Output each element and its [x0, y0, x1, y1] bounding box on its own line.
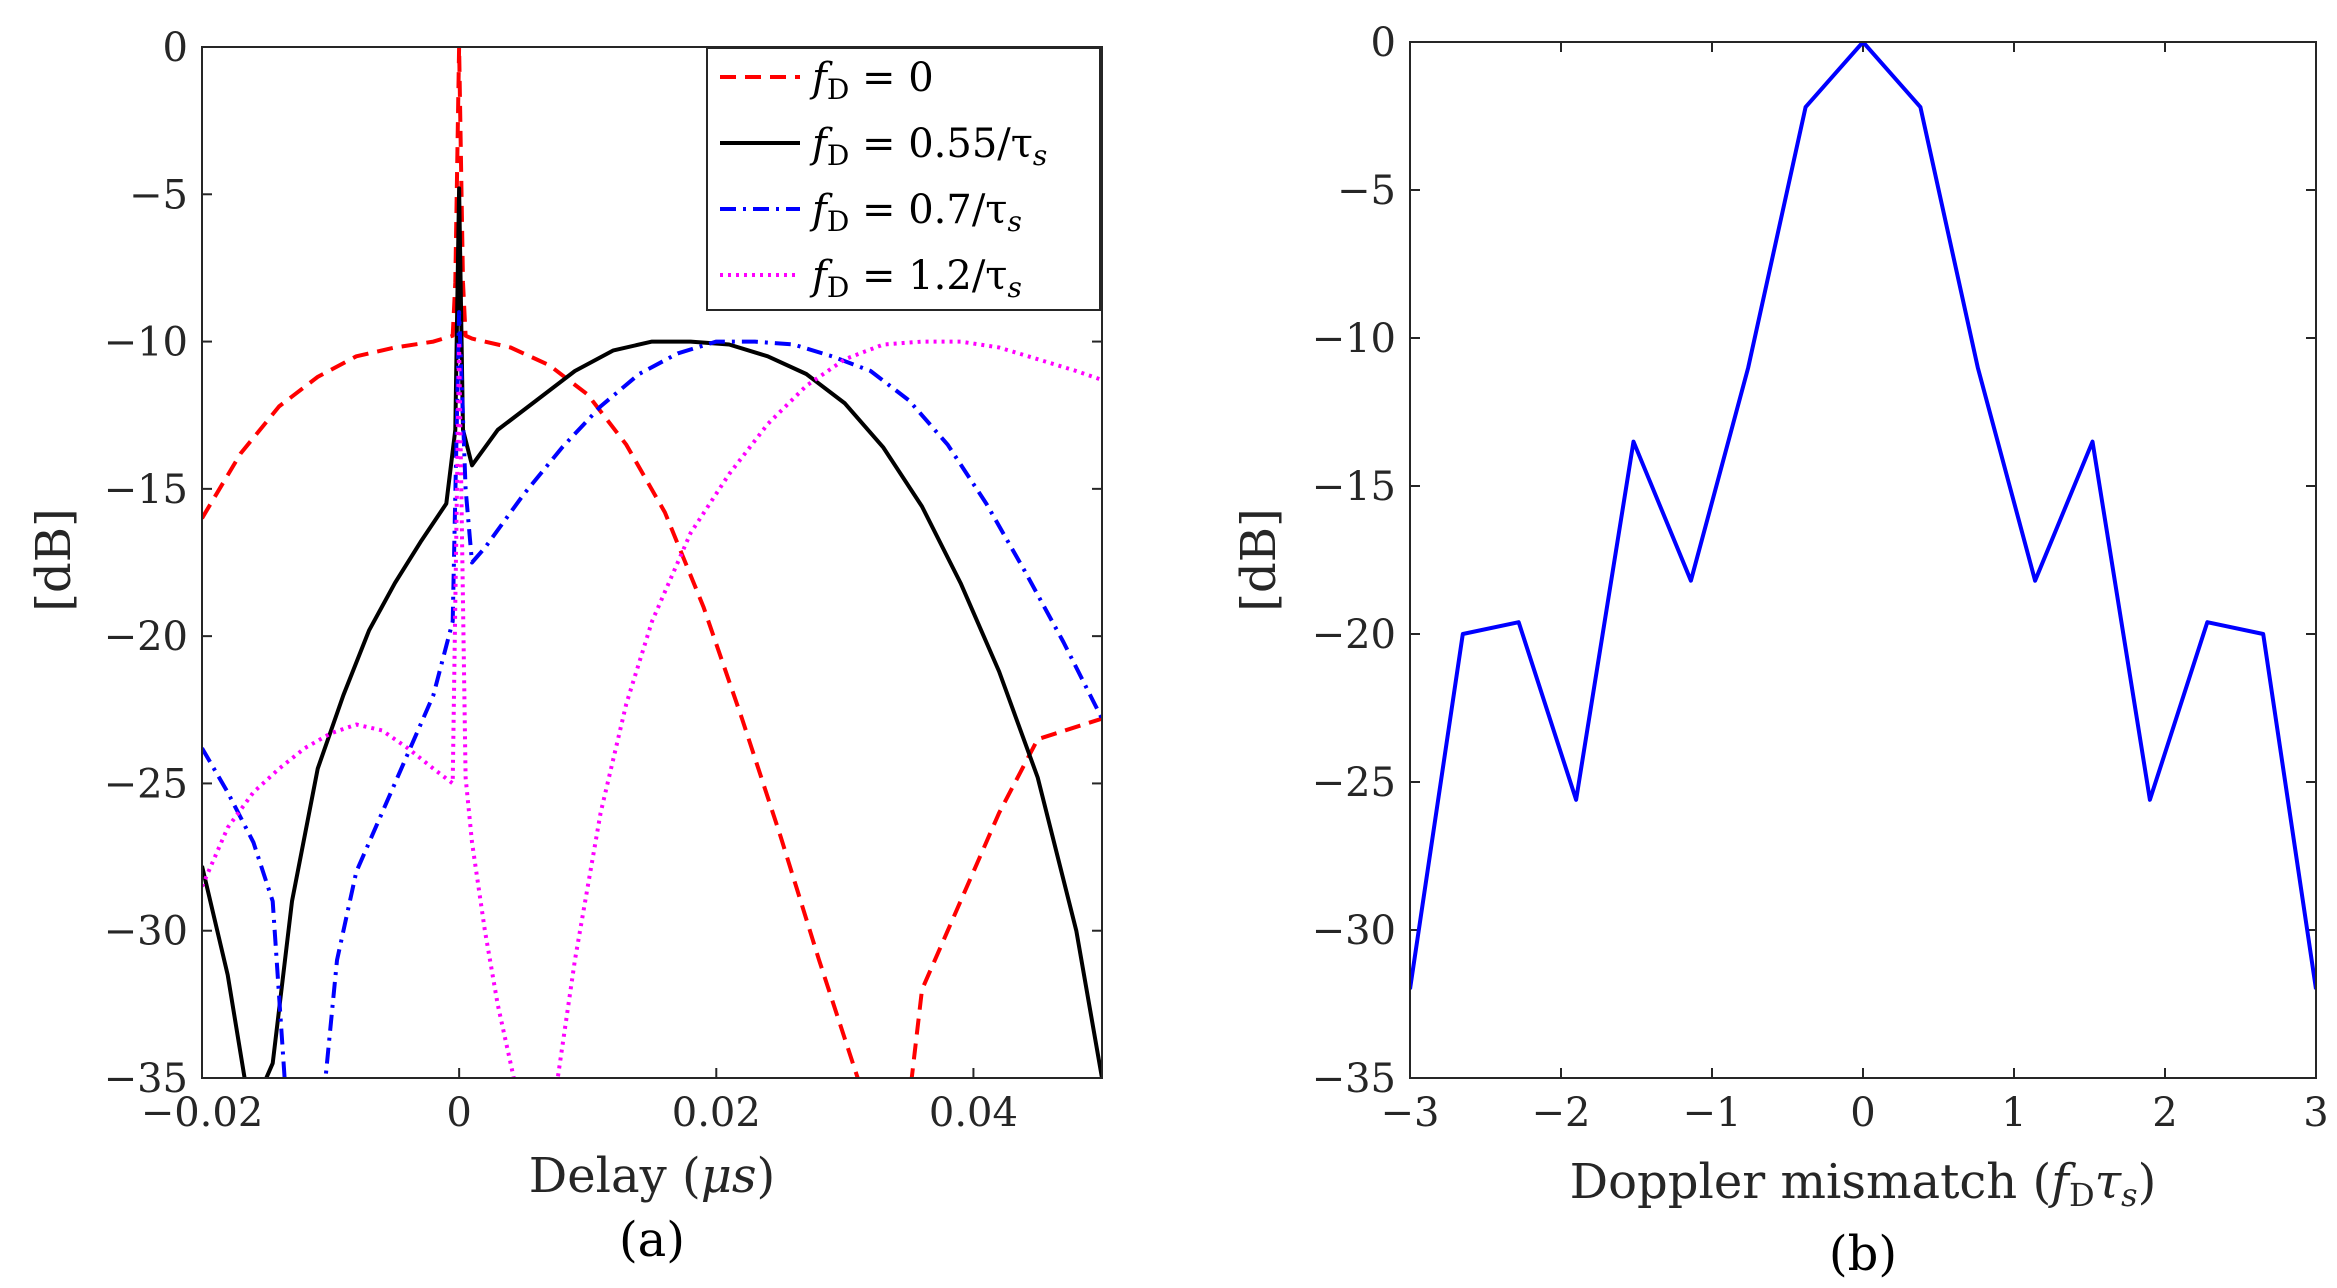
legend: fD = 0 fD = 0.55/τs fD = 0.7/τs fD = 1.2…: [706, 47, 1101, 311]
legend-box: [706, 47, 1101, 311]
a-x-tick-label: 0.02: [672, 1090, 761, 1136]
a-y-tick-label: −30: [104, 909, 188, 955]
panel-a: 0 −5 −10 −15 −20 −25 −30 −35 −0.02 0 0.02 0.04 [dB…: [26, 25, 1103, 1268]
a-y-axis-label: [dB]: [26, 508, 82, 611]
a-y-ticks: 0 −5 −10 −15 −20 −25 −30 −35: [104, 25, 1102, 1102]
b-y-axis-label: [dB]: [1231, 508, 1287, 611]
b-x-axis-label: Doppler mismatch (fDτs): [1570, 1154, 2157, 1214]
b-x-tick-label: 1: [2001, 1090, 2026, 1136]
a-x-tick-label: 0.04: [929, 1090, 1018, 1136]
a-series-line-1: [202, 186, 1102, 1078]
b-x-tick-label: 0: [1850, 1090, 1875, 1136]
a-axes-frame: [201, 46, 1103, 1079]
a-y-tick-label: −20: [104, 614, 188, 660]
a-series-line-0: [202, 47, 1102, 1078]
b-y-tick-label: −20: [1312, 612, 1396, 658]
b-y-tick-label: −35: [1312, 1056, 1396, 1102]
legend-entry-1: fD = 0.55/τs: [809, 121, 1047, 172]
a-y-tick-label: −15: [104, 467, 188, 513]
a-y-tick-label: −10: [104, 320, 188, 366]
a-y-tick-label: −35: [104, 1056, 188, 1102]
b-y-tick-label: −15: [1312, 464, 1396, 510]
legend-entry-3: fD = 1.2/τs: [809, 253, 1022, 304]
b-y-ticks: 0 −5 −10 −15 −20 −25 −30 −35: [1312, 20, 2316, 1102]
b-x-tick-label: 2: [2152, 1090, 2177, 1136]
b-x-tick-label: −2: [1532, 1090, 1591, 1136]
b-y-tick-label: −10: [1312, 316, 1396, 362]
legend-entry-2: fD = 0.7/τs: [809, 187, 1022, 238]
legend-entry-0: fD = 0: [809, 55, 934, 106]
b-x-ticks: −3 −2 −1 0 1 2 3: [1381, 42, 2329, 1136]
b-plot-lines: [1410, 42, 2316, 990]
b-caption: (b): [1829, 1226, 1897, 1282]
b-series-line-0: [1410, 42, 2316, 990]
a-y-tick-label: −25: [104, 761, 188, 807]
b-y-tick-label: −5: [1337, 168, 1396, 214]
b-y-tick-label: −30: [1312, 908, 1396, 954]
a-plot-lines: [202, 47, 1102, 1078]
a-series-line-2: [202, 310, 1102, 1078]
b-y-tick-label: −25: [1312, 760, 1396, 806]
a-y-tick-label: −5: [129, 172, 188, 218]
b-axes-frame: [1409, 41, 2317, 1079]
a-series-line-3: [202, 339, 1102, 1078]
b-y-tick-label: 0: [1371, 20, 1396, 66]
b-x-tick-label: 3: [2303, 1090, 2328, 1136]
b-x-tick-label: −3: [1381, 1090, 1440, 1136]
a-x-tick-label: 0: [446, 1090, 471, 1136]
a-y-tick-label: 0: [163, 25, 188, 71]
a-caption: (a): [619, 1212, 685, 1268]
b-x-tick-label: −1: [1683, 1090, 1742, 1136]
a-x-ticks: −0.02 0 0.02 0.04: [141, 47, 1018, 1136]
a-x-tick-label: −0.02: [141, 1090, 264, 1136]
a-x-axis-label: Delay (μs): [529, 1148, 776, 1204]
panel-b: 0−5−10−15−20−25−30−35 −3 −2 −1 0 1 2 3 [dB] Do…: [1231, 20, 2329, 1282]
